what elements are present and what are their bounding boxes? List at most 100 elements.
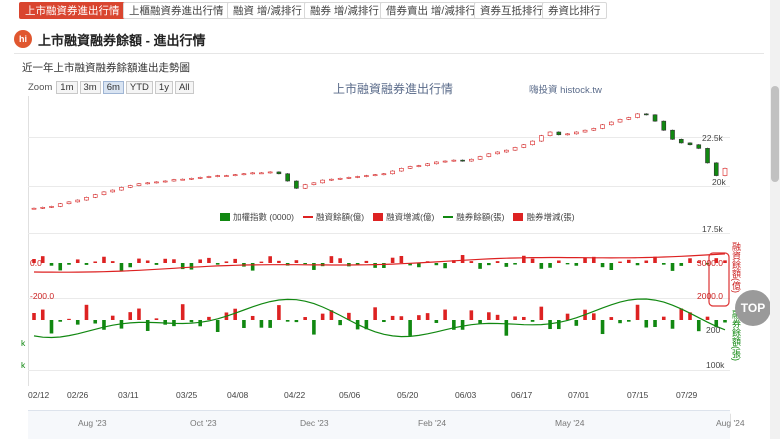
candle — [591, 128, 597, 131]
margin-change-bar — [661, 263, 666, 265]
margin-change-bar — [32, 259, 36, 263]
tab-lending-ranking[interactable]: 借券賣出 增/減排行 — [380, 2, 482, 19]
candle — [206, 176, 212, 178]
candle — [434, 161, 439, 165]
short-change-bar — [312, 320, 316, 335]
margin-change-bar — [294, 260, 299, 263]
short-change-bar — [723, 320, 727, 323]
short-change-bar — [522, 316, 526, 320]
short-change-bar — [417, 315, 421, 320]
tab-short-ranking[interactable]: 融券 增/減排行 — [304, 2, 385, 19]
candle — [678, 138, 684, 144]
short-change-bar — [626, 320, 631, 322]
legend-label: 融券增減(張) — [526, 212, 575, 222]
margin-change-bar — [207, 257, 211, 263]
candle — [495, 151, 500, 155]
tab-ratio-ranking[interactable]: 券資比排行 — [542, 2, 607, 19]
short-change-bar — [32, 313, 36, 320]
candle — [582, 129, 588, 133]
candle — [267, 171, 273, 174]
candle — [643, 113, 649, 116]
tab-offset-ranking[interactable]: 資券互抵排行 — [474, 2, 549, 19]
margin-change-bar — [338, 258, 342, 263]
candle — [381, 173, 387, 176]
tab-listed-margin[interactable]: 上市融資券進出行情 — [19, 2, 126, 19]
legend-item[interactable]: 加權指數 (0000) — [220, 211, 294, 223]
tab-otc-margin[interactable]: 上櫃融資券進出行情 — [123, 2, 230, 19]
zoom-1y-button[interactable]: 1y — [154, 80, 173, 94]
zoom-all-button[interactable]: All — [174, 80, 194, 94]
short-change-bar — [49, 320, 54, 334]
candle — [451, 159, 457, 162]
page-scrollbar[interactable] — [770, 0, 780, 439]
legend-item[interactable]: 融券增減(張) — [513, 211, 575, 223]
x-tick-label: 05/06 — [339, 390, 361, 400]
chart-frame — [28, 96, 730, 386]
short-change-bar — [382, 320, 386, 323]
short-change-bar — [390, 315, 395, 320]
candle — [670, 129, 675, 140]
latest-highlight-box — [708, 252, 730, 307]
candle — [608, 121, 614, 126]
short-change-bar — [408, 320, 412, 336]
margin-change-bar — [460, 255, 465, 263]
candle — [460, 159, 465, 162]
legend-label: 加權指數 (0000) — [233, 212, 294, 222]
back-to-top-button[interactable]: TOP — [735, 290, 771, 326]
short-change-bar — [145, 320, 150, 331]
short-change-bar — [548, 320, 552, 330]
short-change-bar — [75, 320, 80, 325]
zoom-3m-button[interactable]: 3m — [79, 80, 101, 94]
short-change-bar — [696, 320, 701, 332]
candle — [477, 156, 483, 160]
tab-margin-ranking[interactable]: 融資 增/減排行 — [227, 2, 308, 19]
x-tick-label: 02/12 — [28, 390, 50, 400]
short-change-bar — [137, 308, 141, 320]
x-tick-label: 06/17 — [511, 390, 533, 400]
margin-change-bar — [215, 263, 220, 265]
margin-change-bar — [399, 255, 404, 263]
zoom-1m-button[interactable]: 1m — [56, 80, 78, 94]
short-change-bar — [487, 312, 491, 320]
legend-label: 融資餘額(億) — [315, 212, 365, 222]
candle — [329, 178, 334, 181]
short-right-tick: 200 — [706, 325, 721, 335]
margin-change-bar — [233, 258, 237, 263]
scrollbar-thumb[interactable] — [771, 86, 779, 182]
short-change-bar — [242, 320, 246, 328]
range-navigator[interactable] — [28, 410, 730, 439]
short-change-bar — [688, 312, 692, 320]
candle — [504, 149, 509, 153]
legend-item[interactable]: 融券餘額(張) — [443, 211, 504, 223]
zoom-6m-button[interactable]: 6m — [102, 80, 124, 94]
margin-change-bar — [723, 260, 727, 263]
x-tick-label: 03/11 — [118, 390, 139, 400]
candle — [617, 119, 623, 123]
short-change-bar — [329, 310, 334, 320]
candle — [49, 206, 54, 208]
candle — [224, 175, 229, 177]
legend-swatch — [373, 213, 384, 221]
margin-change-bar — [670, 263, 675, 271]
candle — [355, 176, 360, 178]
x-tick-label: 07/15 — [627, 390, 649, 400]
gridline — [28, 186, 730, 187]
margin-change-bar — [84, 263, 89, 265]
candle — [512, 147, 518, 151]
legend-item[interactable]: 融資增減(億) — [373, 211, 434, 223]
navigator-tick-label: Feb '24 — [418, 418, 447, 428]
candle — [399, 168, 404, 172]
candle — [661, 120, 667, 131]
index-ytick: 17.5k — [702, 224, 723, 234]
candle — [110, 189, 116, 193]
margin-balance-line — [33, 253, 726, 273]
candle — [276, 171, 282, 175]
margin-change-bar — [504, 263, 509, 267]
margin-change-bar — [163, 258, 168, 263]
zoom-ytd-button[interactable]: YTD — [125, 80, 153, 94]
short-change-bar — [565, 313, 570, 320]
candle — [180, 178, 185, 181]
margin-change-bar — [224, 261, 229, 263]
legend-item[interactable]: 融資餘額(億) — [302, 211, 365, 223]
short-change-bar — [180, 304, 185, 320]
